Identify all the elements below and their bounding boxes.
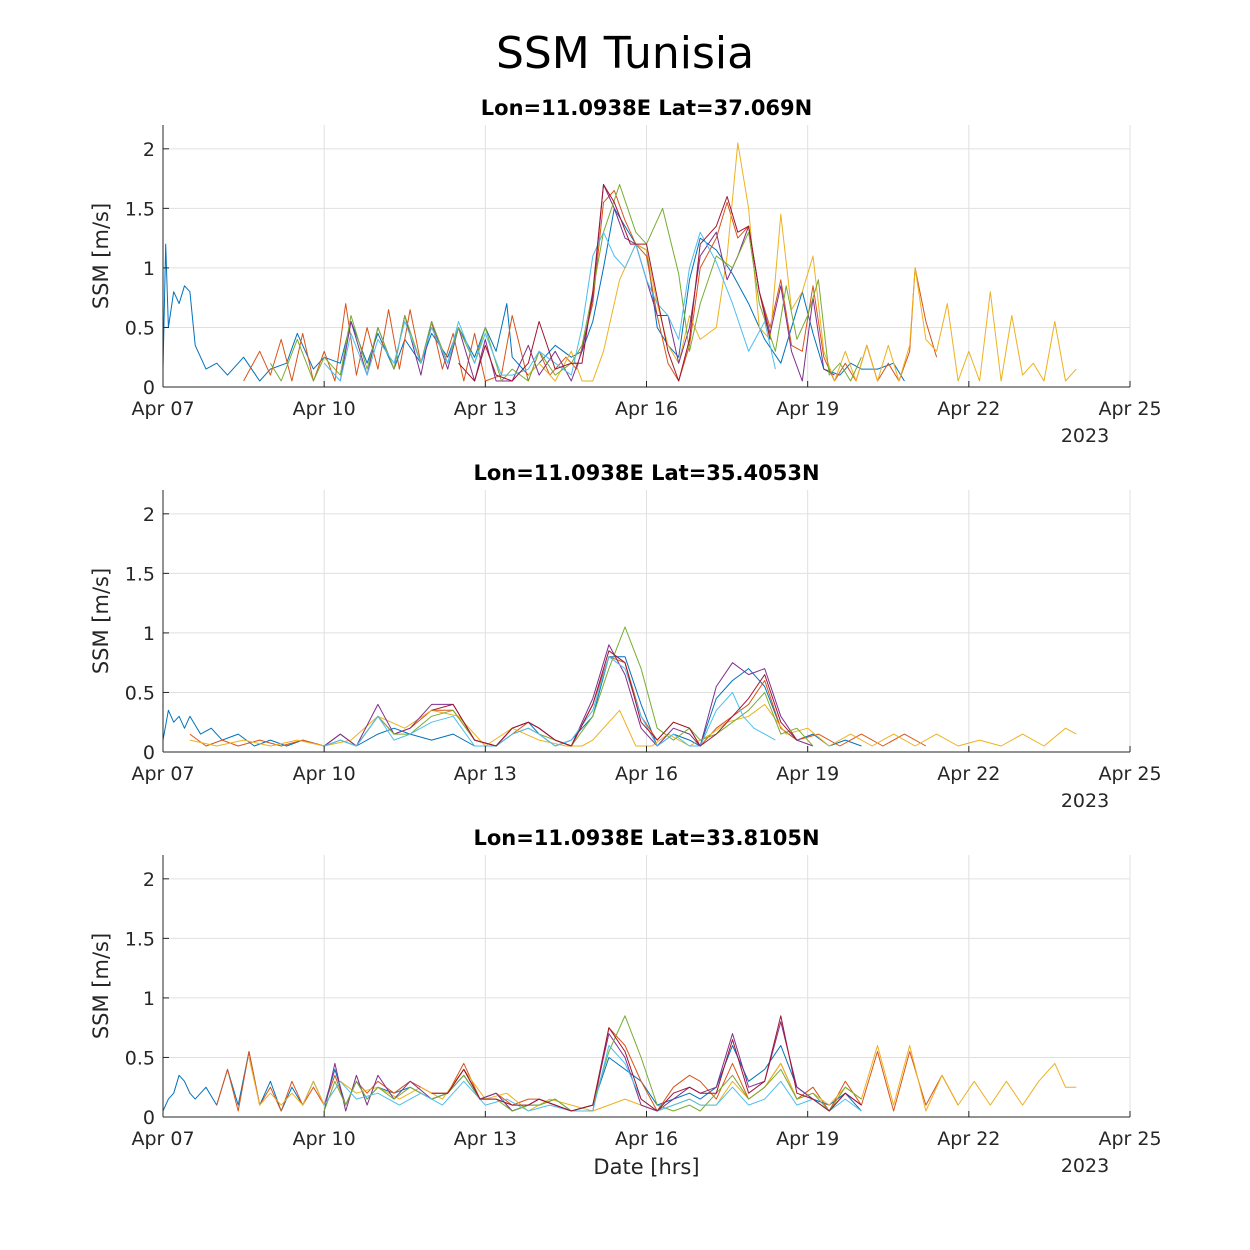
x-tick-label: Apr 13 [454, 763, 517, 785]
subplot-2: Apr 07 Apr 10 Apr 13 Apr 16 Apr 19 Apr 22 Apr … [89, 461, 1162, 812]
series-line-3 [527, 142, 1077, 382]
series-line-3 [248, 1045, 1077, 1112]
x-tick-label: Apr 13 [454, 1128, 517, 1150]
x-tick-label: Apr 07 [131, 398, 194, 420]
x-tick-label: Apr 22 [937, 1128, 1000, 1150]
subplot-3: Apr 07 Apr 10 Apr 13 Apr 16 Apr 19 Apr 22 Apr … [89, 826, 1162, 1179]
series-line-5 [269, 184, 862, 382]
y-tick-label: 2 [143, 869, 155, 891]
x-tick-label: Apr 25 [1098, 398, 1161, 420]
y-tick-label: 0.5 [125, 682, 155, 704]
subplot-title: Lon=11.0938E Lat=33.8105N [473, 826, 819, 850]
subplot-title: Lon=11.0938E Lat=37.069N [481, 96, 812, 120]
y-tick-label: 1 [143, 988, 155, 1010]
y-tick-label: 1 [143, 258, 155, 280]
x-tick-label: Apr 10 [293, 398, 356, 420]
series-line-4 [323, 644, 814, 747]
x-tick-label: Apr 07 [131, 763, 194, 785]
series-line-6 [323, 1045, 862, 1112]
x-axis-label: Date [hrs] [593, 1155, 699, 1179]
series-line-7 [431, 650, 798, 747]
y-tick-label: 0 [143, 742, 155, 764]
x-tick-label: Apr 16 [615, 1128, 678, 1150]
series-line-7 [431, 1015, 862, 1112]
y-tick-label: 0.5 [125, 317, 155, 339]
y-axis-label: SSM [m/s] [89, 568, 113, 674]
x-tick-label: Apr 10 [293, 1128, 356, 1150]
x-tick-label: Apr 07 [131, 1128, 194, 1150]
figure-title: SSM Tunisia [495, 28, 755, 79]
series-line-2 [189, 656, 927, 747]
y-tick-label: 0 [143, 377, 155, 399]
series-line-4 [339, 184, 835, 382]
y-tick-label: 1 [143, 623, 155, 645]
series-line-5 [324, 626, 814, 747]
series-line-4 [323, 1021, 862, 1112]
subplot-title: Lon=11.0938E Lat=35.4053N [473, 461, 819, 485]
series-line-7 [458, 184, 771, 382]
series-line-2 [216, 1027, 959, 1112]
series-line-1 [162, 1045, 862, 1112]
x-tick-label: Apr 22 [937, 763, 1000, 785]
y-tick-label: 2 [143, 139, 155, 161]
subplot-1: Apr 07 Apr 10 Apr 13 Apr 16 Apr 19 Apr 22 Apr … [89, 96, 1162, 447]
series-line-6 [323, 231, 776, 382]
y-axis-label: SSM [m/s] [89, 933, 113, 1039]
year-label: 2023 [1061, 790, 1109, 812]
x-tick-label: Apr 25 [1098, 763, 1161, 785]
x-tick-label: Apr 22 [937, 398, 1000, 420]
x-tick-label: Apr 19 [776, 1128, 839, 1150]
y-tick-label: 0.5 [125, 1047, 155, 1069]
x-tick-label: Apr 10 [293, 763, 356, 785]
y-tick-label: 1.5 [125, 198, 155, 220]
y-tick-label: 2 [143, 504, 155, 526]
y-tick-label: 1.5 [125, 928, 155, 950]
series-line-2 [243, 190, 938, 382]
year-label: 2023 [1061, 1155, 1109, 1177]
y-tick-label: 1.5 [125, 563, 155, 585]
x-tick-label: Apr 13 [454, 398, 517, 420]
x-tick-label: Apr 25 [1098, 1128, 1161, 1150]
y-axis-label: SSM [m/s] [89, 203, 113, 309]
x-tick-label: Apr 16 [615, 763, 678, 785]
series-line-3 [189, 703, 1077, 747]
series-line-6 [324, 656, 776, 747]
x-tick-label: Apr 19 [776, 398, 839, 420]
x-tick-label: Apr 16 [615, 398, 678, 420]
year-label: 2023 [1061, 425, 1109, 447]
x-tick-label: Apr 19 [776, 763, 839, 785]
y-tick-label: 0 [143, 1107, 155, 1129]
